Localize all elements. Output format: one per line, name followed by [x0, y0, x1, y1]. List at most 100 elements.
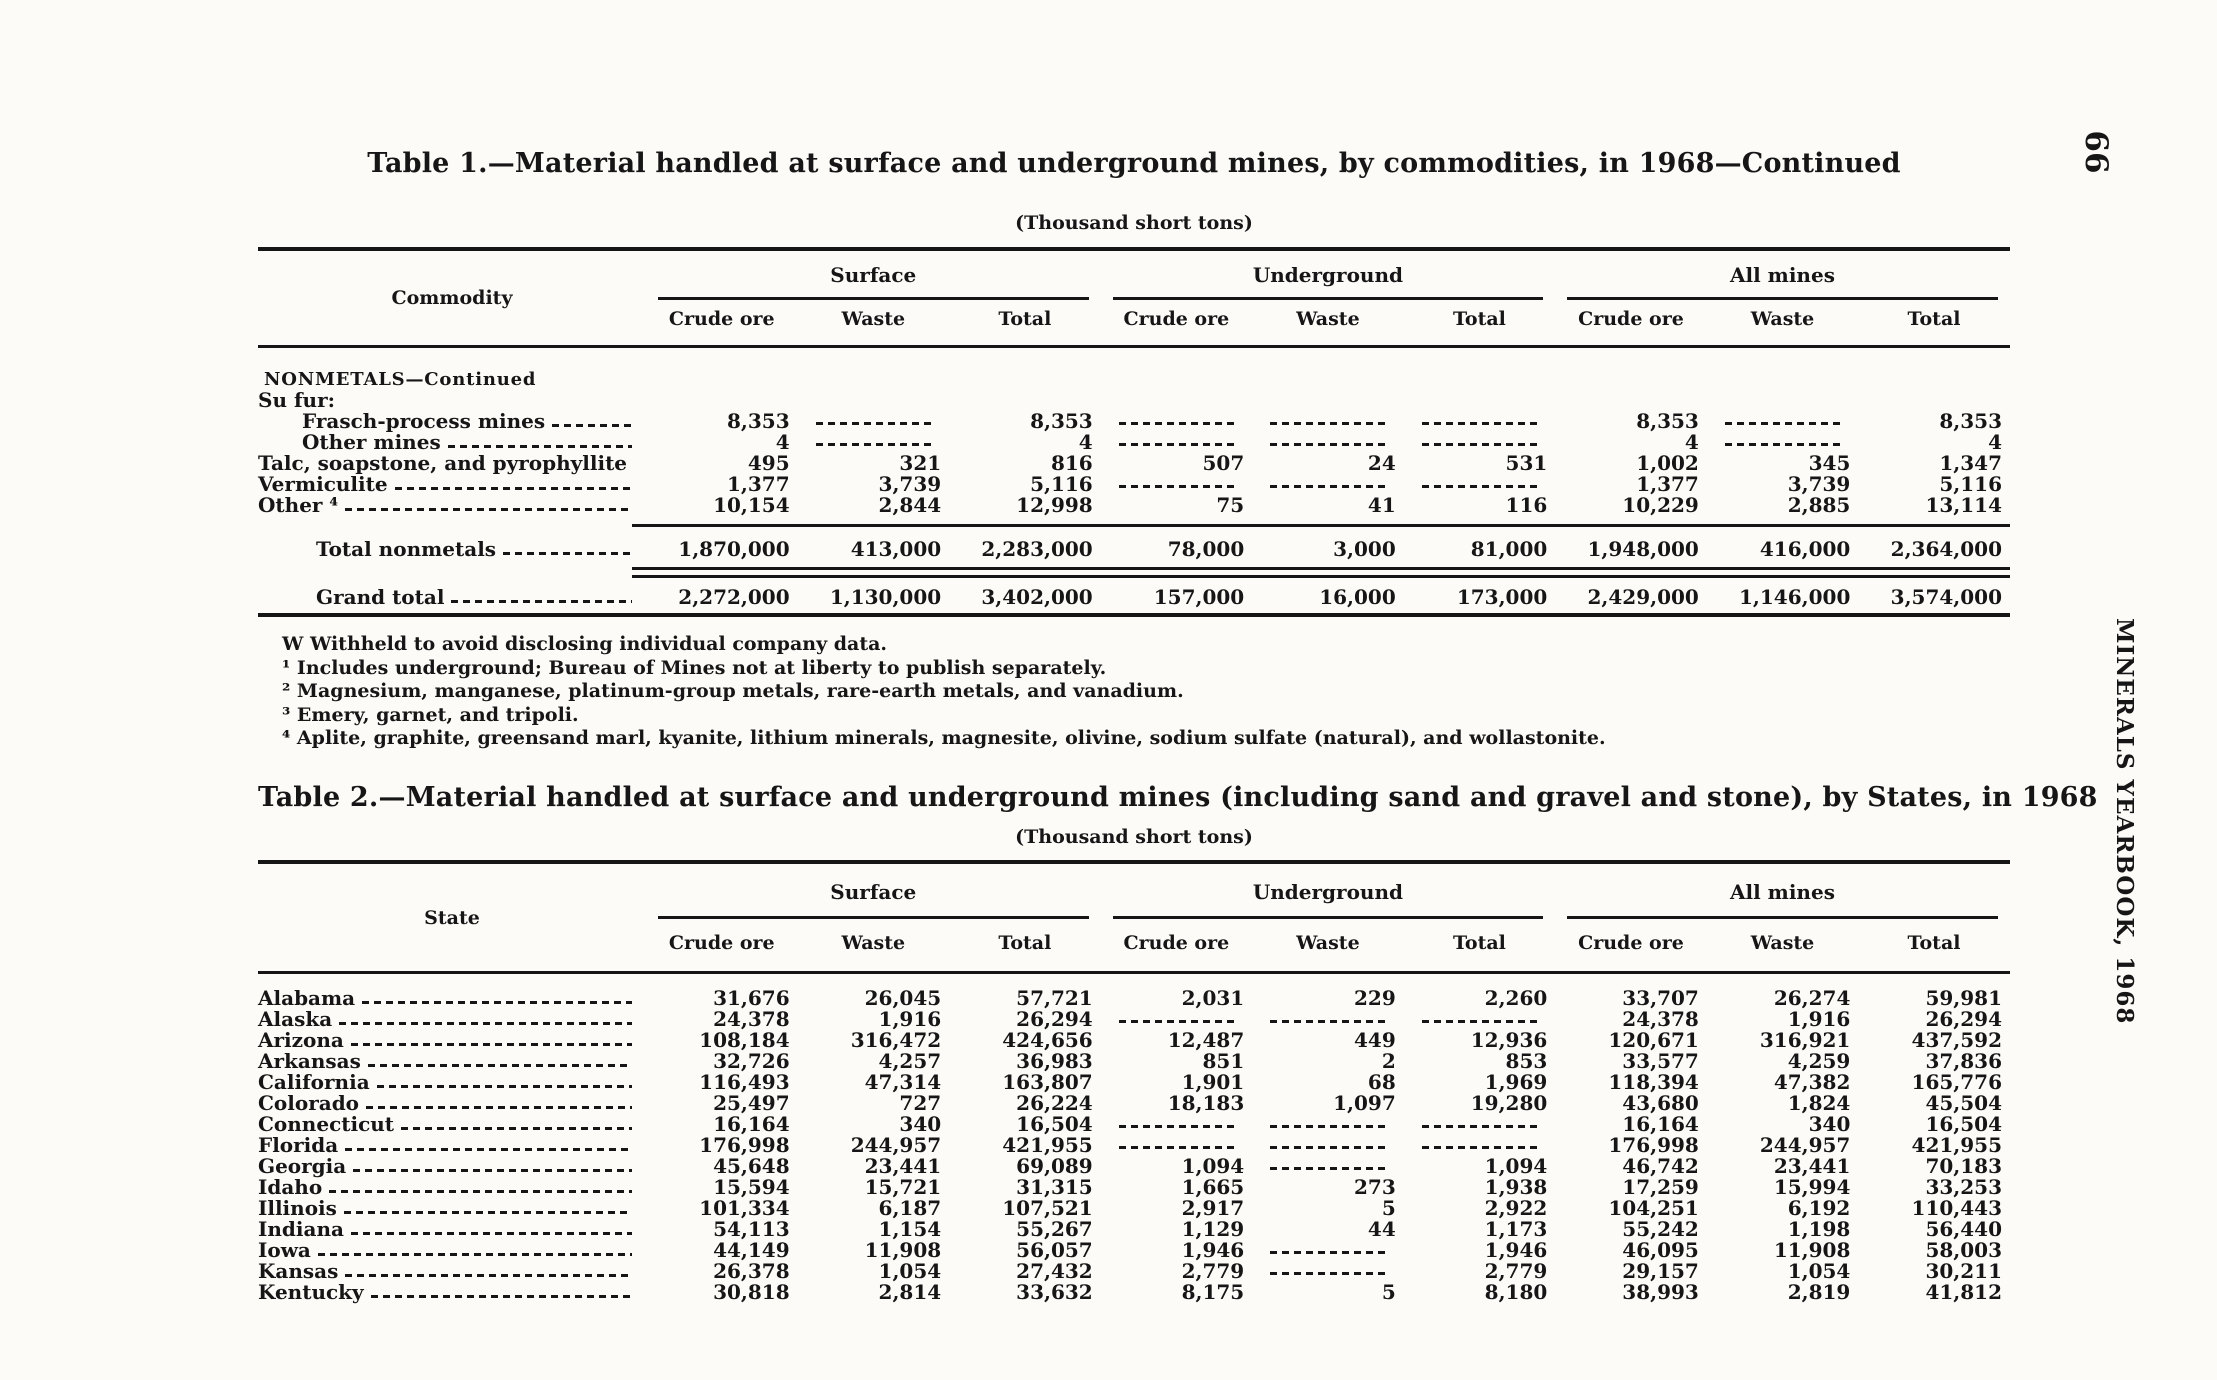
value-cell: 32,726 — [713, 1049, 790, 1073]
no-data-dashes — [1118, 1124, 1239, 1128]
value-cell — [1252, 1114, 1404, 1135]
sub-header: Crude ore — [1578, 308, 1684, 330]
value-cell: 41 — [1367, 493, 1396, 517]
value-cell — [1707, 432, 1859, 453]
value-cell: 3,402,000 — [981, 585, 1093, 609]
value-cell: 16,164 — [713, 1112, 790, 1136]
value-cell: 46,095 — [1622, 1238, 1699, 1262]
value-cell: 15,594 — [713, 1175, 790, 1199]
group-rule — [1567, 297, 1998, 300]
no-data-dashes — [1270, 1124, 1390, 1128]
sub-header: Total — [1452, 932, 1506, 954]
value-cell: 853 — [1505, 1049, 1548, 1073]
value-cell: 1,198 — [1787, 1217, 1851, 1241]
value-cell: 2,283,000 — [981, 537, 1093, 561]
value-cell: 507 — [1202, 451, 1245, 475]
table1-body: NONMETALS—Continued Su fur: Frasch-process… — [258, 369, 2010, 516]
no-data-dashes — [1421, 1124, 1542, 1128]
row-label-text: Frasch-process mines — [302, 409, 546, 433]
value-cell: 30,818 — [713, 1280, 790, 1304]
value-cell: 1,094 — [1484, 1154, 1548, 1178]
row-label: Iowa — [258, 1240, 646, 1261]
value-cell: 18,183 — [1167, 1091, 1245, 1115]
value-cell: 23,441 — [864, 1154, 942, 1178]
value-cell: 2,272,000 — [678, 585, 790, 609]
no-data-dashes — [1724, 442, 1845, 446]
table-row: Florida 176,998 244,957 421,955 176,998 244,9… — [258, 1135, 2010, 1156]
row-label: Other ⁴ — [258, 495, 646, 516]
value-cell: 78,000 — [1167, 537, 1245, 561]
row-label-text: Kansas — [258, 1259, 339, 1283]
value-cell: 437,592 — [1911, 1028, 2002, 1052]
value-cell: 1,347 — [1939, 451, 2002, 475]
value-cell: 4 — [1988, 430, 2002, 454]
value-cell: 69,089 — [1016, 1154, 1093, 1178]
value-cell: 16,000 — [1319, 585, 1396, 609]
value-cell: 4,259 — [1787, 1049, 1851, 1073]
row-label-text: Alaska — [258, 1007, 333, 1031]
sub-header: Waste — [1296, 308, 1360, 330]
value-cell: 345 — [1808, 451, 1851, 475]
value-cell: 107,521 — [1002, 1196, 1093, 1220]
table2: State Surface Crude ore Waste Total Unde… — [258, 860, 2010, 1330]
value-cell: 58,003 — [1925, 1238, 2002, 1262]
footnote: ² Magnesium, manganese, platinum-group m… — [282, 680, 1184, 702]
value-cell: 26,045 — [864, 986, 942, 1010]
value-cell: 421,955 — [1002, 1133, 1093, 1157]
value-cell: 5,116 — [1030, 472, 1093, 496]
table2-stub-header: State — [424, 906, 480, 929]
group-rule — [1112, 916, 1544, 919]
dash-leader — [376, 1084, 633, 1088]
value-cell: 56,057 — [1016, 1238, 1093, 1262]
value-cell: 2,844 — [878, 493, 942, 517]
dash-leader — [339, 1021, 633, 1025]
value-cell: 1,054 — [1787, 1259, 1851, 1283]
dash-leader — [394, 486, 633, 490]
table-row: Other ⁴ 10,154 2,844 12,998 75 41 116 10,229 2,8… — [258, 495, 2010, 516]
table-row: Illinois 101,334 6,187 107,521 2,917 5 2,922 10… — [258, 1198, 2010, 1219]
table1-header: Commodity Surface Crude ore Waste Total … — [258, 247, 2010, 348]
empty-cells — [646, 369, 2010, 390]
value-cell: 6,187 — [878, 1196, 942, 1220]
row-label: Florida — [258, 1135, 646, 1156]
no-data-dashes — [1421, 421, 1542, 425]
value-cell: 316,921 — [1759, 1028, 1851, 1052]
value-cell: 424,656 — [1002, 1028, 1093, 1052]
row-label: Arizona — [258, 1030, 646, 1051]
table1-total-nonmetals-row: Total nonmetals 1,870,000 413,000 2,283,000… — [258, 535, 2010, 561]
value-cell: 33,577 — [1622, 1049, 1699, 1073]
value-cell: 118,394 — [1608, 1070, 1699, 1094]
row-label-text: Kentucky — [258, 1280, 364, 1304]
value-cell: 1,377 — [727, 472, 790, 496]
value-cell: 57,721 — [1016, 986, 1093, 1010]
value-cell: 4 — [775, 430, 790, 454]
sub-header-row: Crude ore Waste Total — [1555, 932, 2010, 954]
row-label-text: Vermiculite — [258, 472, 388, 496]
table2-group-all-mines: All mines Crude ore Waste Total — [1555, 864, 2010, 971]
value-cell: 1,129 — [1181, 1217, 1245, 1241]
value-cell: 41,812 — [1925, 1280, 2002, 1304]
row-label: Illinois — [258, 1198, 646, 1219]
value-cell: 2,429,000 — [1587, 585, 1699, 609]
table-row: Georgia 45,648 23,441 69,089 1,094 1,094 46,74… — [258, 1156, 2010, 1177]
table-row: Other mines 4 4 4 4 — [258, 432, 2010, 453]
value-cell: 11,908 — [1773, 1238, 1851, 1262]
dash-leader — [401, 1126, 633, 1130]
value-cell: 2,260 — [1484, 986, 1548, 1010]
value-cell: 2,779 — [1181, 1259, 1245, 1283]
value-cell: 8,353 — [1939, 409, 2002, 433]
value-cell: 1,130,000 — [829, 585, 942, 609]
table-row: Frasch-process mines 8,353 8,353 8,353 8,353 — [258, 411, 2010, 432]
no-data-dashes — [1118, 1145, 1239, 1149]
value-cell: 1,002 — [1636, 451, 1699, 475]
row-label-text: Grand total — [316, 585, 445, 609]
row-label-text: NONMETALS—Continued — [264, 369, 537, 390]
row-label-text: Talc, soapstone, and pyrophyllite — [258, 451, 628, 475]
value-cell: 8,180 — [1484, 1280, 1548, 1304]
value-cell: 1,946 — [1484, 1238, 1548, 1262]
dash-leader — [350, 1231, 633, 1235]
value-cell: 33,707 — [1622, 986, 1699, 1010]
row-label: Idaho — [258, 1177, 646, 1198]
value-cell: 56,440 — [1925, 1217, 2002, 1241]
